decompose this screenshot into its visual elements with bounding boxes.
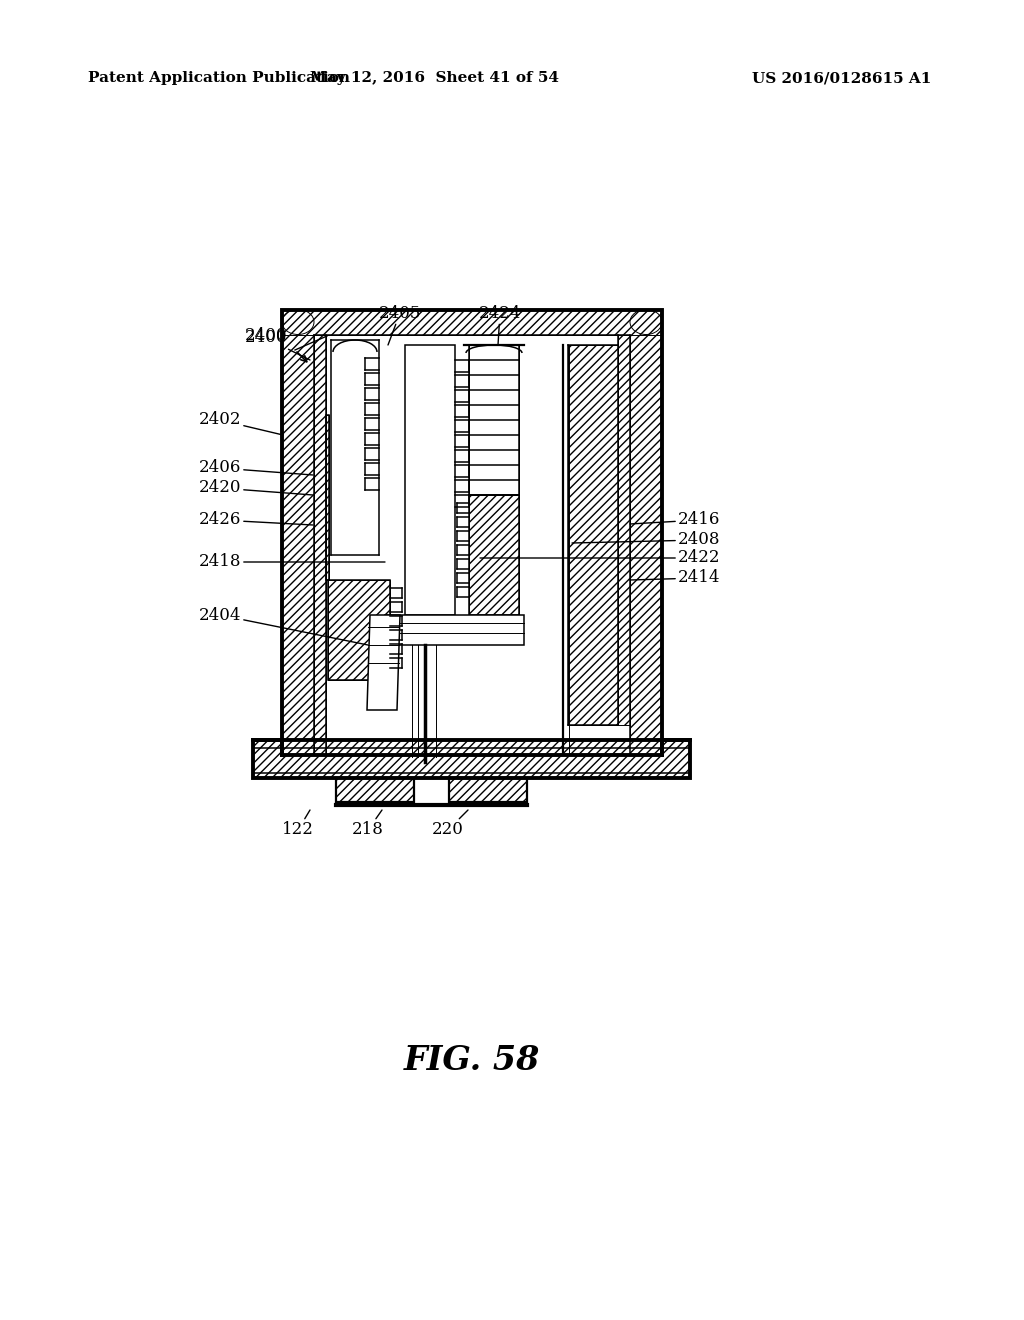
Bar	[385, 615, 524, 645]
Bar	[328, 579, 390, 680]
Text: 2402: 2402	[199, 412, 283, 436]
Bar	[282, 310, 662, 755]
Bar	[253, 741, 690, 777]
Text: 122: 122	[282, 810, 314, 838]
Bar	[630, 310, 662, 755]
Bar	[469, 495, 519, 615]
Text: 2400: 2400	[245, 330, 310, 360]
Text: 2424: 2424	[479, 305, 521, 345]
Text: 2416: 2416	[630, 511, 720, 528]
Text: May 12, 2016  Sheet 41 of 54: May 12, 2016 Sheet 41 of 54	[309, 71, 558, 84]
Bar	[618, 335, 630, 725]
Bar	[253, 741, 690, 777]
Polygon shape	[367, 615, 400, 710]
Bar	[406, 345, 455, 615]
Bar	[469, 345, 519, 495]
Bar	[449, 777, 527, 803]
Text: Patent Application Publication: Patent Application Publication	[88, 71, 350, 84]
Text: 2405: 2405	[379, 305, 421, 345]
Bar	[469, 495, 519, 615]
Bar	[314, 335, 326, 755]
Text: 2426: 2426	[199, 511, 313, 528]
Bar	[282, 310, 314, 755]
Text: US 2016/0128615 A1: US 2016/0128615 A1	[752, 71, 932, 84]
Bar	[282, 310, 662, 335]
Bar	[326, 414, 329, 579]
Text: 218: 218	[352, 810, 384, 838]
Text: 2408: 2408	[572, 532, 721, 549]
Bar	[282, 310, 662, 755]
Bar	[568, 345, 618, 725]
Bar	[326, 414, 329, 579]
Text: 2406: 2406	[199, 459, 313, 477]
Text: 2418: 2418	[199, 553, 385, 570]
Text: FIG. 58: FIG. 58	[403, 1044, 541, 1077]
Text: 2414: 2414	[630, 569, 721, 586]
Text: 2400: 2400	[245, 327, 287, 345]
Bar	[336, 777, 414, 803]
Text: 220: 220	[432, 810, 468, 838]
Bar	[336, 777, 414, 803]
Bar	[328, 579, 390, 680]
Text: 2422: 2422	[480, 549, 721, 566]
Bar	[449, 777, 527, 803]
Text: 2404: 2404	[199, 606, 368, 645]
Text: 2420: 2420	[199, 479, 313, 496]
